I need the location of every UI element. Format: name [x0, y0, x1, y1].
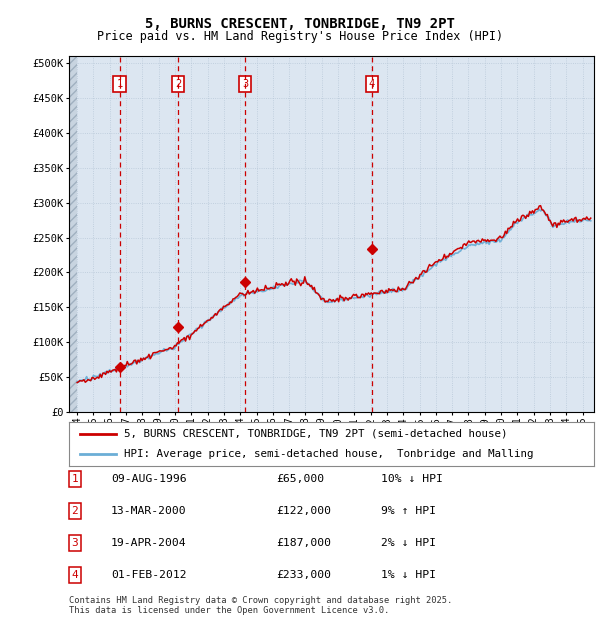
- Text: Price paid vs. HM Land Registry's House Price Index (HPI): Price paid vs. HM Land Registry's House …: [97, 30, 503, 43]
- Text: £65,000: £65,000: [276, 474, 324, 484]
- Text: 1: 1: [116, 79, 122, 89]
- Text: £122,000: £122,000: [276, 506, 331, 516]
- Text: 10% ↓ HPI: 10% ↓ HPI: [381, 474, 443, 484]
- Text: 1% ↓ HPI: 1% ↓ HPI: [381, 570, 436, 580]
- Text: 5, BURNS CRESCENT, TONBRIDGE, TN9 2PT: 5, BURNS CRESCENT, TONBRIDGE, TN9 2PT: [145, 17, 455, 32]
- Text: 4: 4: [71, 570, 79, 580]
- Text: 9% ↑ HPI: 9% ↑ HPI: [381, 506, 436, 516]
- Text: Contains HM Land Registry data © Crown copyright and database right 2025.
This d: Contains HM Land Registry data © Crown c…: [69, 596, 452, 615]
- Bar: [69, 56, 77, 412]
- Text: 3: 3: [242, 79, 248, 89]
- Text: 3: 3: [71, 538, 79, 548]
- Text: 1: 1: [71, 474, 79, 484]
- Text: £187,000: £187,000: [276, 538, 331, 548]
- Text: 01-FEB-2012: 01-FEB-2012: [111, 570, 187, 580]
- Text: 13-MAR-2000: 13-MAR-2000: [111, 506, 187, 516]
- Text: 09-AUG-1996: 09-AUG-1996: [111, 474, 187, 484]
- Text: £233,000: £233,000: [276, 570, 331, 580]
- Text: HPI: Average price, semi-detached house,  Tonbridge and Malling: HPI: Average price, semi-detached house,…: [124, 449, 533, 459]
- Text: 2% ↓ HPI: 2% ↓ HPI: [381, 538, 436, 548]
- Text: 19-APR-2004: 19-APR-2004: [111, 538, 187, 548]
- Text: 2: 2: [175, 79, 181, 89]
- Text: 4: 4: [369, 79, 375, 89]
- Text: 5, BURNS CRESCENT, TONBRIDGE, TN9 2PT (semi-detached house): 5, BURNS CRESCENT, TONBRIDGE, TN9 2PT (s…: [124, 428, 508, 439]
- Text: 2: 2: [71, 506, 79, 516]
